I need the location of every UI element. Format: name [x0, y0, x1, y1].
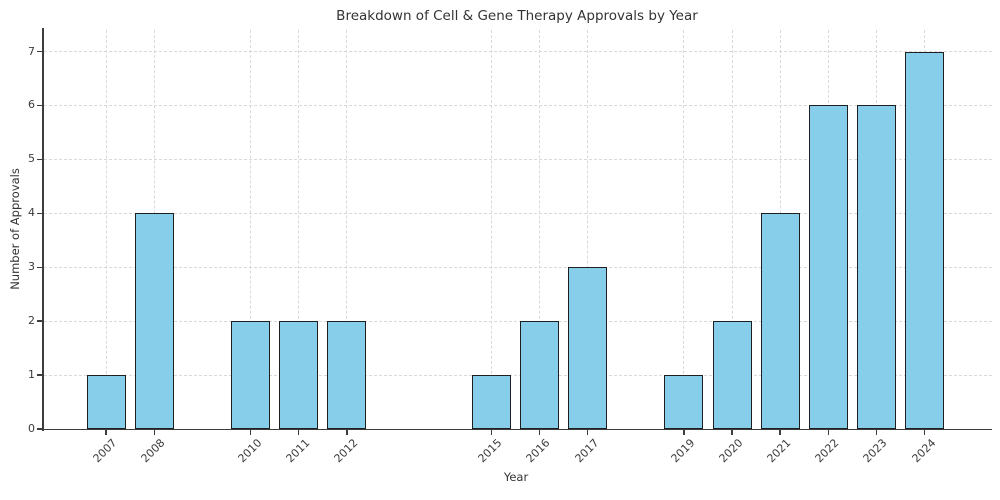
x-tick-label: 2022	[812, 436, 842, 466]
gridline-horizontal	[43, 320, 992, 322]
x-tick	[875, 430, 878, 436]
bar-2019	[664, 375, 704, 429]
x-tick	[105, 430, 107, 436]
y-tick	[37, 158, 42, 161]
x-tick	[490, 430, 492, 436]
y-tick	[37, 320, 42, 322]
gridline-horizontal	[43, 374, 992, 376]
bar-2020	[712, 321, 752, 429]
gridline-vertical	[683, 30, 685, 429]
y-tick-label: 6	[28, 98, 35, 112]
gridline-vertical	[731, 30, 733, 429]
gridline-vertical	[587, 30, 589, 429]
gridline-horizontal	[43, 51, 992, 53]
x-tick-label: 2015	[475, 436, 505, 466]
y-tick-label: 5	[28, 152, 35, 166]
y-axis-spine	[42, 28, 44, 431]
y-tick-label: 4	[28, 206, 35, 220]
gridline-vertical	[298, 30, 300, 429]
gridline-vertical	[346, 30, 348, 429]
bar-2008	[134, 213, 174, 429]
y-tick	[37, 212, 42, 214]
y-tick-label: 0	[28, 422, 35, 435]
x-tick	[586, 430, 589, 436]
x-tick	[249, 430, 252, 436]
bar-2007	[86, 375, 126, 429]
y-tick	[37, 266, 42, 268]
bar-2017	[568, 267, 608, 429]
x-tick-label: 2020	[716, 436, 746, 466]
x-tick-label: 2024	[909, 436, 939, 466]
x-tick-label: 2011	[283, 436, 313, 466]
gridline-horizontal	[43, 104, 992, 106]
gridline-vertical	[105, 30, 107, 429]
gridline-horizontal	[43, 266, 992, 268]
gridline-horizontal	[43, 212, 992, 214]
chart-title: Breakdown of Cell & Gene Therapy Approva…	[336, 8, 698, 24]
bar-2012	[327, 321, 367, 429]
y-tick	[37, 50, 42, 53]
y-tick	[37, 374, 42, 376]
x-tick-label: 2019	[668, 436, 698, 466]
y-tick-label: 1	[28, 368, 35, 382]
x-tick-label: 2021	[764, 436, 794, 466]
y-tick-label: 3	[28, 260, 35, 274]
gridline-vertical	[538, 30, 540, 429]
x-tick	[779, 430, 781, 436]
bar-2015	[471, 375, 511, 429]
bar-2023	[856, 105, 896, 429]
y-tick-label: 2	[28, 314, 35, 328]
y-tick	[37, 428, 42, 430]
x-tick	[731, 430, 733, 436]
x-tick-label: 2008	[138, 436, 168, 466]
gridline-vertical	[490, 30, 492, 429]
gridline-horizontal	[43, 158, 992, 160]
bar-2016	[519, 321, 559, 429]
x-tick	[683, 430, 685, 436]
x-tick-label: 2016	[523, 436, 553, 466]
x-tick-label: 2017	[572, 436, 602, 466]
y-tick-label: 7	[28, 44, 35, 58]
bar-2024	[905, 51, 945, 429]
bar-2022	[808, 105, 848, 429]
bar-2021	[760, 213, 800, 429]
bar-2010	[231, 321, 271, 429]
x-tick	[923, 430, 926, 436]
x-tick	[538, 430, 541, 436]
x-tick	[346, 430, 348, 436]
x-tick	[153, 430, 155, 436]
x-tick	[827, 430, 829, 436]
x-tick-label: 2023	[860, 436, 890, 466]
y-tick	[37, 104, 42, 107]
gridline-vertical	[250, 30, 252, 429]
x-axis-label: Year	[503, 470, 529, 484]
x-tick-label: 2010	[235, 436, 265, 466]
x-axis-spine	[42, 428, 992, 431]
x-tick-label: 2012	[331, 436, 361, 466]
bar-2011	[279, 321, 319, 429]
x-tick	[297, 430, 300, 436]
x-tick-label: 2007	[90, 436, 120, 466]
